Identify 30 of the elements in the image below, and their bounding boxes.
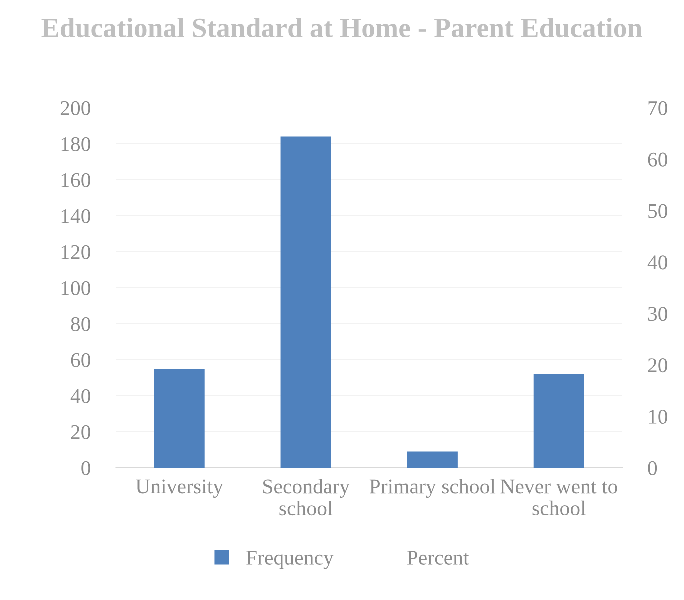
y-tick-label: 0 — [82, 461, 90, 476]
legend-label: Frequency — [246, 551, 334, 570]
chart-title: Educational Standard at Home - Parent Education — [42, 18, 642, 38]
bar — [407, 452, 458, 468]
y2-tick-label: 40 — [648, 256, 668, 270]
y-tick-label: 140 — [62, 209, 90, 224]
text: Percent — [407, 551, 470, 565]
y2-tick-label: 0 — [648, 461, 658, 476]
x-tick-label: Primary school — [370, 479, 496, 498]
y2-tick-label: 70 — [648, 101, 668, 116]
y2-tick-label: 30 — [648, 307, 668, 322]
y-tick-label: 200 — [60, 101, 90, 116]
y2-tick-label: 50 — [648, 204, 668, 218]
x-tick-label: Never went to school — [500, 480, 618, 516]
y2-tick-label: 60 — [648, 152, 668, 167]
x-tick-label: Secondary school — [264, 479, 350, 516]
y-tick-label: 20 — [71, 425, 90, 440]
y-tick-label: 180 — [62, 137, 90, 152]
y-tick-label: 80 — [71, 317, 90, 332]
bar — [154, 369, 205, 468]
bar — [534, 374, 584, 468]
y-tick-label: 160 — [62, 173, 90, 188]
x-tick-label: University — [136, 480, 224, 498]
y-tick-label: 120 — [62, 245, 90, 260]
y2-tick-label: 10 — [649, 410, 668, 424]
y-tick-label: 60 — [71, 353, 90, 368]
bar — [280, 136, 332, 468]
y-tick-label: 40 — [70, 389, 90, 404]
y-tick-label: 100 — [62, 281, 90, 296]
y2-tick-label: 20 — [648, 358, 668, 373]
